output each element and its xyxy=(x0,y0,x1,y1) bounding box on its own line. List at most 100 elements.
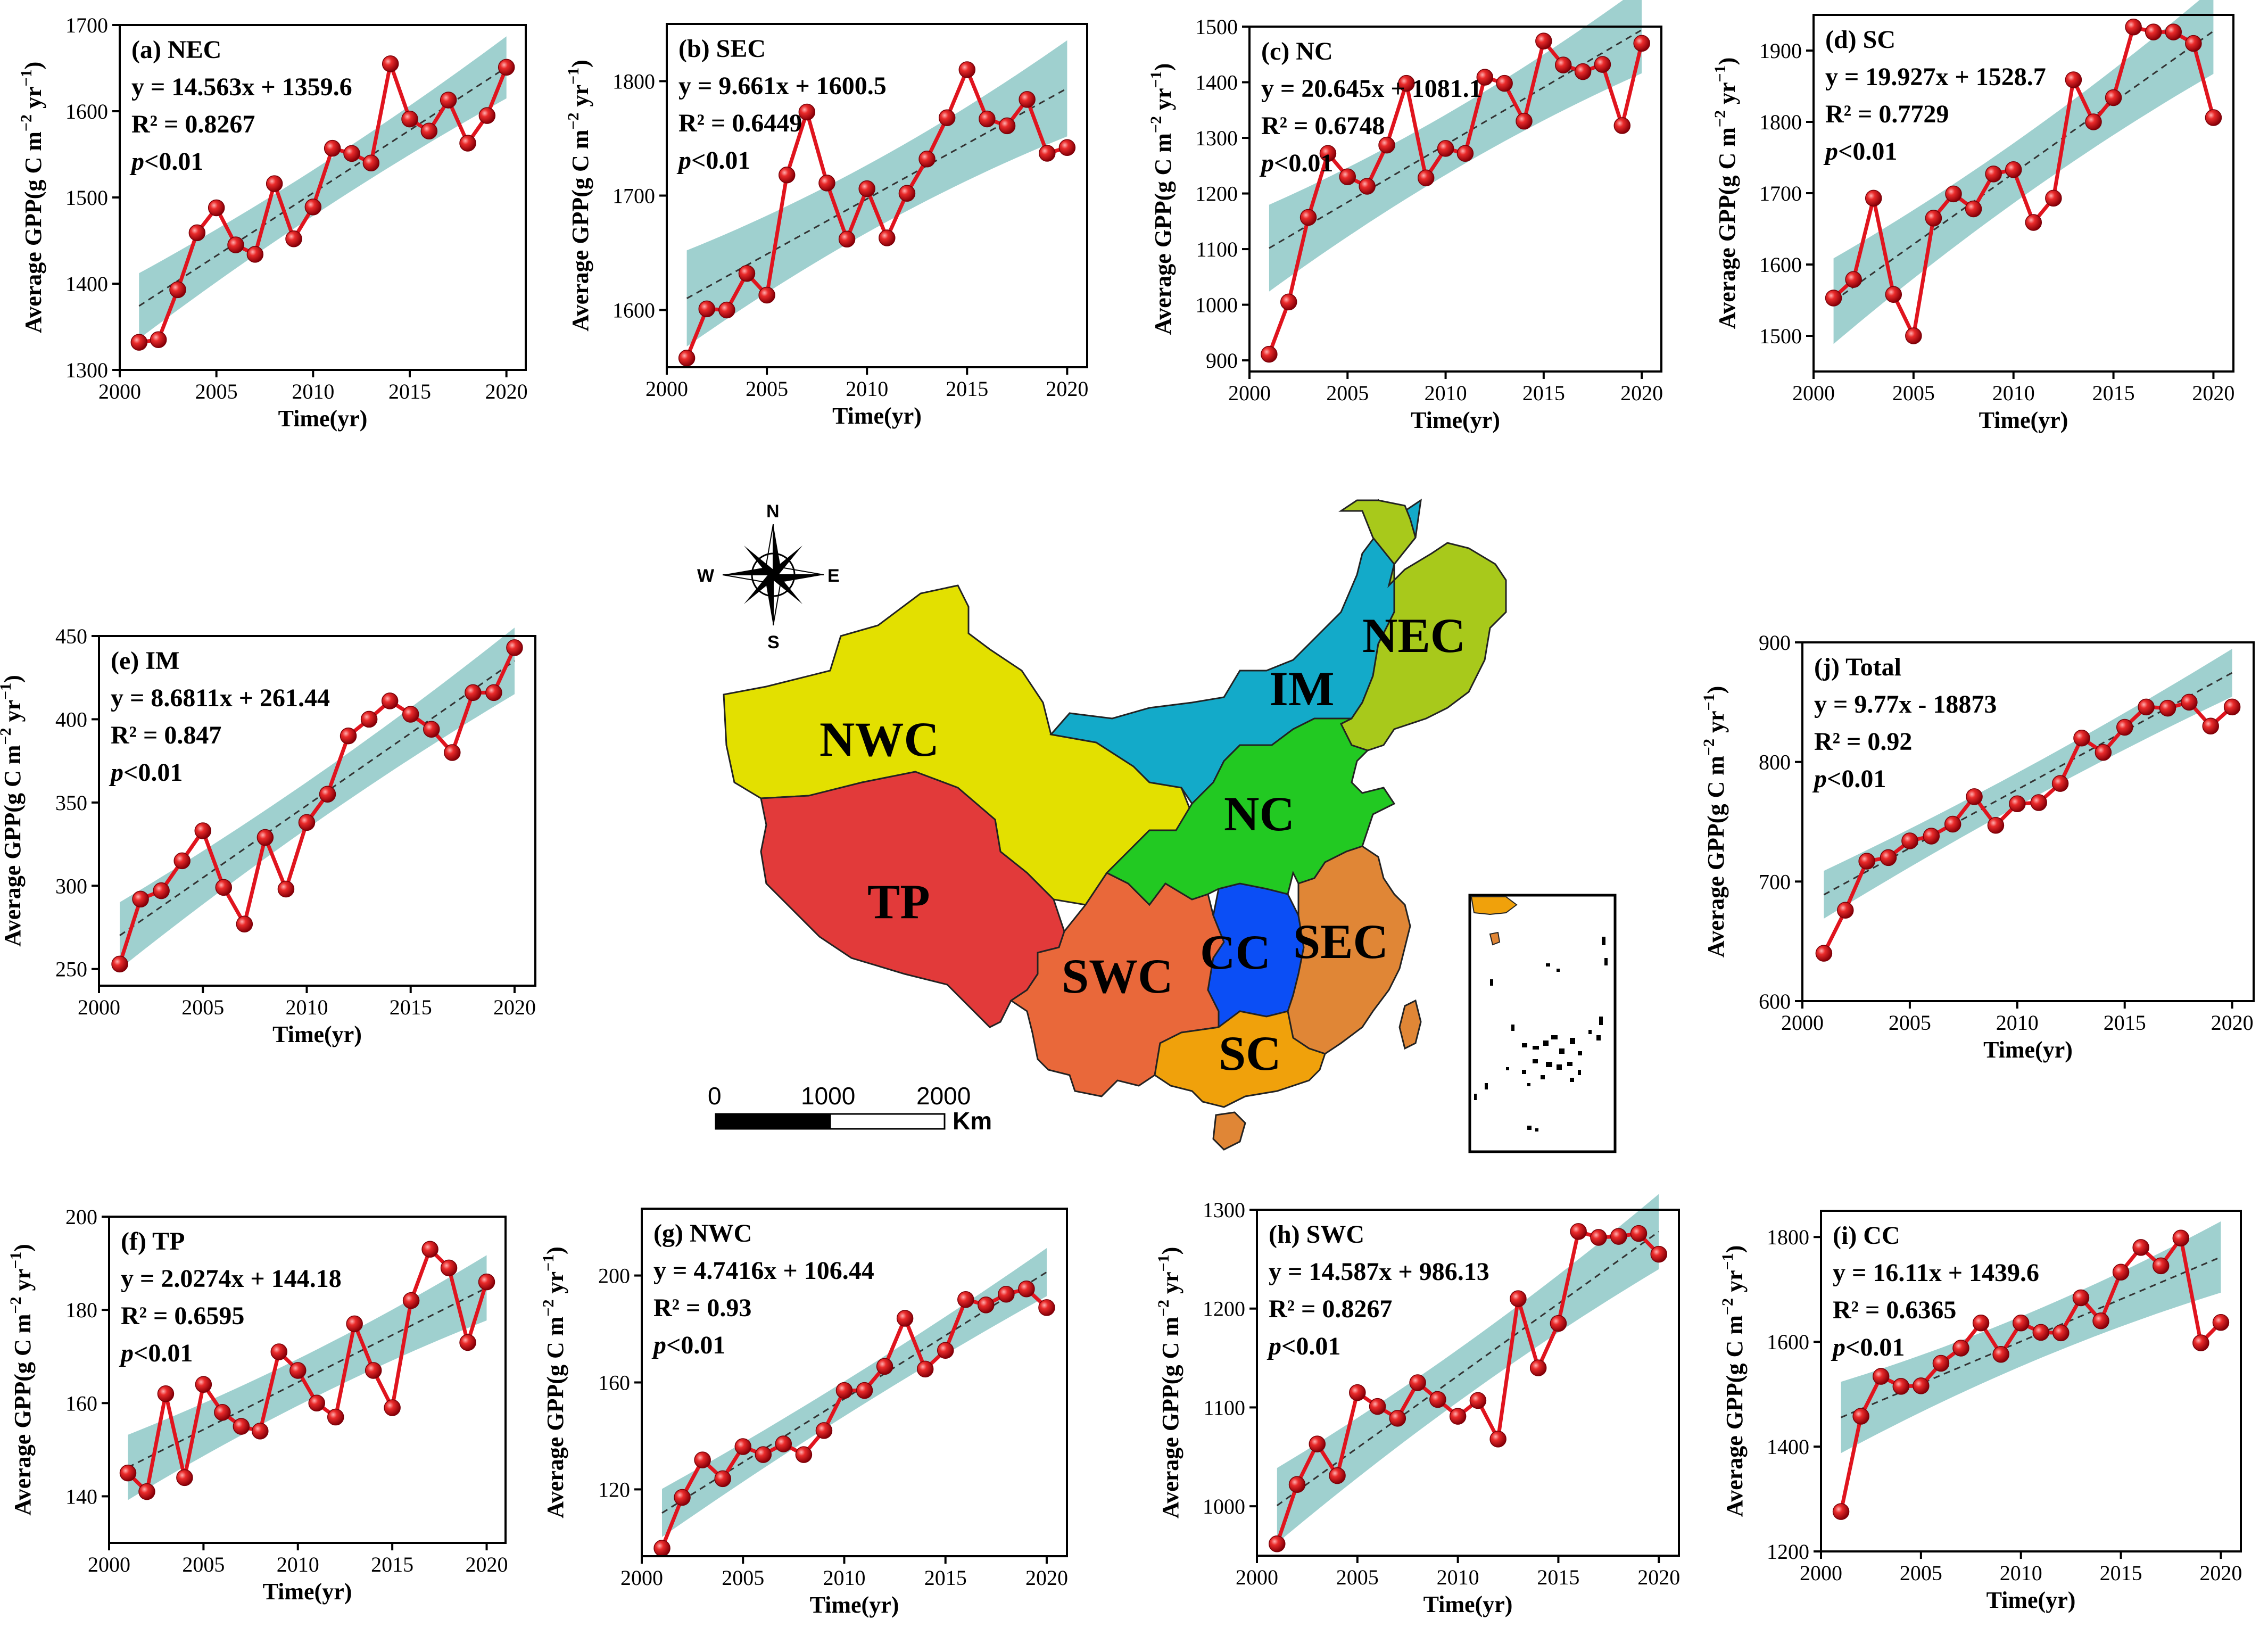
p-symbol: p xyxy=(109,758,123,787)
regression-equation: y = 9.77x - 18873 xyxy=(1814,690,1997,718)
data-point-2002 xyxy=(674,1489,691,1506)
confidence-band xyxy=(128,1255,487,1500)
data-point-2009 xyxy=(1429,1391,1446,1408)
y-axis-label-part: −2 xyxy=(565,113,582,130)
y-axis-label-part: −2 xyxy=(1155,1300,1172,1317)
p-symbol: p xyxy=(119,1339,134,1367)
data-point-2015 xyxy=(1535,32,1552,49)
map-label-nec: NEC xyxy=(1362,608,1466,663)
plot-frame xyxy=(1256,1209,1680,1557)
y-axis-label: Average GPP(g C m−2 yr−1) xyxy=(1700,686,1729,958)
regression-equation: y = 20.645x + 1081.1 xyxy=(1261,75,1482,103)
data-point-2009 xyxy=(1987,816,2005,834)
scale-tick-0: 0 xyxy=(708,1082,722,1110)
y-axis-label-part: −1 xyxy=(1711,65,1729,82)
chart-total: 2000 2005 2010 2015 2020 600 700 800 900 Time(yr)… xyxy=(1700,631,2255,1063)
data-point-2008 xyxy=(1966,788,1983,805)
data-point-2013 xyxy=(1510,1290,1527,1307)
x-tick-label: 2000 xyxy=(98,379,141,403)
x-tick-label: 2020 xyxy=(2192,381,2234,405)
data-point-2001 xyxy=(653,1540,671,1557)
panel-title: (g) NWC xyxy=(653,1219,752,1248)
data-point-2002 xyxy=(1852,1408,1869,1425)
data-point-2020 xyxy=(1038,1299,1055,1316)
data-point-2018 xyxy=(1610,1228,1627,1245)
y-axis-label-part: −2 xyxy=(540,1300,557,1317)
y-tick-label: 1200 xyxy=(1767,1540,1809,1564)
data-point-2001 xyxy=(678,350,696,367)
y-tick-label: 180 xyxy=(65,1298,97,1322)
data-point-2020 xyxy=(2223,698,2241,716)
x-tick-label: 2020 xyxy=(485,379,528,403)
x-axis-label: Time(yr) xyxy=(263,1579,352,1605)
china-region-map: NWC TP IM NEC NC SWC CC SEC SC N S E W xyxy=(697,498,1617,1153)
data-point-2008 xyxy=(795,1446,813,1463)
y-tick-label: 400 xyxy=(55,707,87,731)
data-point-2017 xyxy=(421,1241,438,1258)
data-point-2018 xyxy=(440,1259,458,1277)
data-point-2016 xyxy=(1554,56,1572,73)
x-tick-label: 2000 xyxy=(1792,381,1835,405)
plot-frame xyxy=(1801,641,2255,1002)
data-point-2009 xyxy=(838,230,856,247)
data-point-2012 xyxy=(2052,1324,2070,1342)
data-point-2012 xyxy=(1489,1431,1507,1448)
data-point-2005 xyxy=(195,1376,212,1393)
y-tick-label: 1600 xyxy=(65,100,108,123)
x-tick-label: 2010 xyxy=(1425,381,1467,405)
y-tick-label: 1400 xyxy=(65,272,108,296)
data-point-2004 xyxy=(176,1469,193,1486)
x-tick-label: 2010 xyxy=(846,377,888,401)
region-sc-shape xyxy=(1154,1010,1326,1108)
data-point-2005 xyxy=(1913,1377,1930,1394)
data-point-2012 xyxy=(1476,69,1494,86)
y-axis-label: Average GPP(g C m−2 yr−1) xyxy=(540,1246,568,1518)
y-tick-label: 1100 xyxy=(1203,1395,1245,1419)
x-tick-label: 2000 xyxy=(1236,1565,1278,1589)
data-point-2006 xyxy=(1359,178,1376,195)
data-point-2007 xyxy=(1389,1410,1406,1427)
x-tick-label: 2010 xyxy=(277,1552,319,1576)
data-point-2019 xyxy=(1613,117,1631,134)
x-tick-label: 2010 xyxy=(1996,1011,2039,1035)
data-point-2006 xyxy=(1369,1398,1386,1415)
y-axis-label-part: ) xyxy=(542,1246,568,1254)
data-point-2006 xyxy=(755,1446,772,1463)
x-axis-label: Time(yr) xyxy=(272,1021,362,1047)
plot-frame xyxy=(1248,26,1662,373)
p-threshold: <0.01 xyxy=(1281,1332,1340,1360)
data-point-2004 xyxy=(1319,145,1337,162)
data-point-2015 xyxy=(2105,89,2122,106)
map-label-sec: SEC xyxy=(1293,914,1388,969)
regression-equation: y = 9.661x + 1600.5 xyxy=(678,72,887,100)
x-tick-label: 2005 xyxy=(181,995,224,1019)
data-point-2014 xyxy=(938,109,956,127)
x-tick-label: 2000 xyxy=(78,995,120,1019)
data-point-2020 xyxy=(1650,1245,1667,1263)
x-tick-label: 2005 xyxy=(1892,381,1935,405)
map-label-cc: CC xyxy=(1200,925,1271,979)
p-symbol: p xyxy=(1812,765,1827,793)
x-axis-label: Time(yr) xyxy=(1411,407,1500,433)
data-point-2007 xyxy=(798,103,816,121)
scale-tick-2000: 2000 xyxy=(916,1082,971,1110)
plot-frame xyxy=(108,1216,507,1544)
x-tick-label: 2010 xyxy=(823,1566,865,1590)
y-tick-label: 250 xyxy=(55,957,87,981)
y-tick-label: 1000 xyxy=(1203,1494,1245,1518)
data-point-2001 xyxy=(1261,345,1278,363)
data-point-2019 xyxy=(2192,1334,2209,1351)
p-threshold: <0.01 xyxy=(666,1331,725,1359)
plot-frame xyxy=(98,635,536,987)
data-point-2012 xyxy=(327,1408,344,1426)
data-point-2010 xyxy=(2012,1314,2030,1332)
data-point-2016 xyxy=(2125,19,2142,36)
y-tick-label: 120 xyxy=(598,1477,630,1501)
data-point-2015 xyxy=(2112,1263,2130,1281)
y-tick-label: 1400 xyxy=(1767,1435,1809,1459)
y-axis-label-part: yr xyxy=(1703,711,1729,739)
y-axis-label-part: Average GPP(g C m xyxy=(0,745,26,947)
y-tick-label: 160 xyxy=(598,1371,630,1395)
data-point-2008 xyxy=(252,1423,269,1440)
map-label-sc: SC xyxy=(1219,1026,1281,1080)
